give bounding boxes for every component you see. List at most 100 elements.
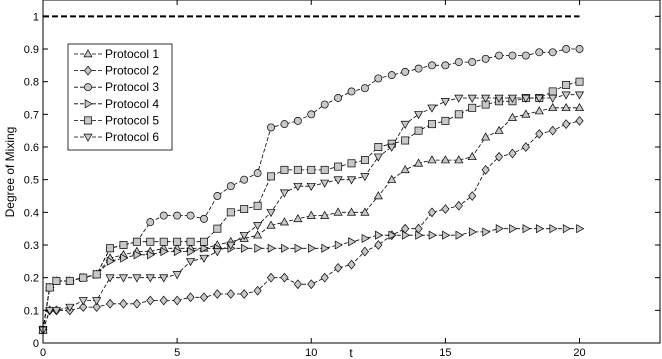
data-point xyxy=(375,230,384,240)
data-point xyxy=(467,151,477,161)
data-point xyxy=(240,289,249,299)
data-point xyxy=(186,211,195,220)
data-point xyxy=(78,297,88,306)
y-tick-label: 1 xyxy=(33,11,39,23)
data-point xyxy=(562,45,571,53)
data-point xyxy=(427,207,437,218)
data-point xyxy=(226,182,235,191)
data-point xyxy=(65,303,75,312)
data-point xyxy=(522,224,531,234)
legend-item-5: Protocol 5 xyxy=(74,113,159,127)
data-point xyxy=(521,142,530,152)
series-2 xyxy=(38,115,584,335)
data-point xyxy=(239,231,249,241)
data-point xyxy=(106,244,115,253)
data-point xyxy=(495,224,504,234)
data-point xyxy=(120,253,129,263)
legend-label: Protocol 1 xyxy=(105,47,159,61)
legend-box xyxy=(67,43,173,151)
data-point xyxy=(347,259,356,270)
data-point xyxy=(65,276,74,285)
data-point xyxy=(494,125,504,134)
data-point xyxy=(574,91,585,100)
data-point xyxy=(548,94,558,103)
data-point xyxy=(51,307,61,316)
data-point xyxy=(482,227,491,237)
data-point xyxy=(508,51,517,60)
data-point xyxy=(400,165,410,174)
data-point xyxy=(575,115,584,126)
data-point xyxy=(387,174,397,183)
data-point xyxy=(320,210,330,219)
data-point xyxy=(320,100,329,109)
data-point xyxy=(213,192,222,200)
y-tick-label: 0 xyxy=(33,338,39,350)
data-point xyxy=(521,51,530,60)
data-point xyxy=(200,237,208,246)
data-point xyxy=(146,295,155,306)
data-point xyxy=(281,243,290,253)
data-point xyxy=(187,246,196,257)
data-point xyxy=(508,148,517,159)
data-point xyxy=(387,143,397,152)
legend-label: Protocol 4 xyxy=(105,97,159,111)
data-point xyxy=(79,273,88,282)
data-point xyxy=(548,48,557,57)
y-tick-label: 0.7 xyxy=(24,109,39,121)
data-point xyxy=(521,94,531,103)
data-point xyxy=(306,182,316,192)
data-point xyxy=(253,222,263,231)
data-point xyxy=(374,74,383,83)
data-point xyxy=(267,172,275,181)
data-point xyxy=(347,87,356,96)
data-point xyxy=(334,262,343,273)
y-tick-label: 0.8 xyxy=(24,77,39,89)
data-point xyxy=(266,272,276,283)
data-point xyxy=(253,169,262,178)
data-point xyxy=(293,279,302,290)
legend-marker xyxy=(83,133,93,142)
data-point xyxy=(467,94,477,103)
data-point xyxy=(561,102,571,112)
data-point xyxy=(146,218,155,227)
legend-marker xyxy=(83,49,93,58)
data-point xyxy=(454,110,463,119)
data-point xyxy=(521,109,531,118)
data-point xyxy=(160,246,169,257)
data-point xyxy=(360,156,369,165)
x-tick-label: 10 xyxy=(305,347,317,359)
data-point xyxy=(548,125,557,136)
data-point xyxy=(494,151,504,162)
y-tick-label: 0.1 xyxy=(24,305,39,317)
data-point xyxy=(441,204,450,214)
data-point xyxy=(266,209,276,218)
data-point xyxy=(132,237,141,246)
data-point xyxy=(400,120,410,129)
data-point xyxy=(254,243,263,253)
data-point xyxy=(374,240,383,250)
data-point xyxy=(373,153,383,162)
legend-marker xyxy=(83,65,93,76)
data-point xyxy=(414,111,424,120)
data-point xyxy=(428,61,436,70)
data-point xyxy=(293,116,302,125)
data-point xyxy=(105,274,115,283)
data-point xyxy=(52,276,61,285)
data-point xyxy=(561,91,571,100)
legend-label: Protocol 2 xyxy=(105,64,159,78)
data-point xyxy=(92,302,101,312)
data-point xyxy=(147,250,156,260)
data-point xyxy=(200,243,209,253)
data-point xyxy=(414,126,423,135)
legend: Protocol 1 Protocol 2 Protocol 3 Protocol 4… xyxy=(67,43,173,151)
data-point xyxy=(574,102,585,112)
data-point xyxy=(240,243,250,253)
data-point xyxy=(308,243,317,253)
x-axis-label: t xyxy=(349,346,353,359)
data-point xyxy=(106,298,115,309)
data-point xyxy=(92,297,102,306)
data-point xyxy=(468,227,478,237)
legend-label: Protocol 3 xyxy=(105,80,159,94)
data-point xyxy=(562,80,571,89)
data-point xyxy=(132,274,142,283)
